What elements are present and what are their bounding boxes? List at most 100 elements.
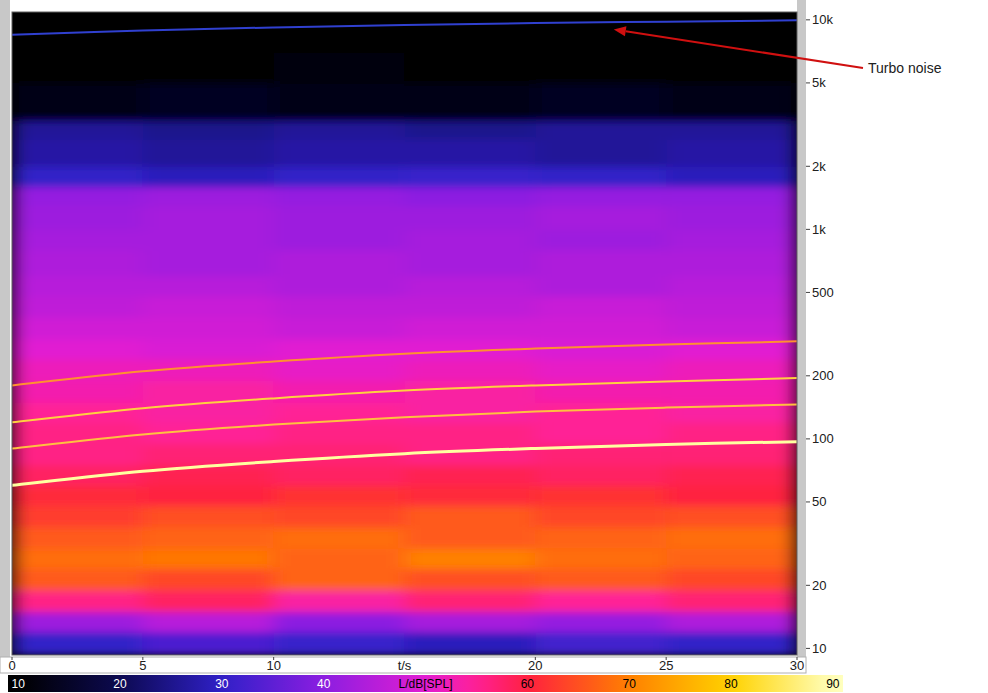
right-strip (797, 0, 806, 657)
heatmap-cell (143, 186, 274, 206)
heatmap-cell (405, 52, 536, 84)
heatmap-cell (274, 422, 405, 444)
heatmap-cell (535, 611, 666, 632)
heatmap-cell (143, 631, 274, 655)
heatmap-cell (405, 443, 536, 466)
heatmap-cells (12, 12, 797, 655)
colorbar-tick-label: 10 (12, 677, 26, 691)
heatmap-cell (405, 611, 536, 632)
heatmap-cell (12, 186, 143, 206)
heatmap-cell (666, 317, 797, 340)
heatmap-cell (666, 485, 797, 506)
colorbar-tick-label: 90 (826, 677, 840, 691)
heatmap-cell (274, 82, 405, 121)
heatmap-cell (274, 611, 405, 632)
y-tick (806, 229, 810, 230)
heatmap-cell (12, 249, 143, 276)
heatmap-cell (143, 138, 274, 166)
heatmap-cell (274, 275, 405, 296)
heatmap-cell (405, 205, 536, 230)
heatmap-cell (666, 611, 797, 632)
x-tick-label: 0 (8, 658, 15, 673)
heatmap-cell (535, 465, 666, 486)
heatmap-cell (274, 317, 405, 340)
heatmap-cell (405, 249, 536, 276)
heatmap-cell (12, 120, 143, 139)
y-tick (806, 82, 810, 83)
heatmap-cell (666, 138, 797, 166)
plot-background (12, 12, 797, 655)
heatmap-cell (12, 166, 143, 187)
heatmap-cell (666, 186, 797, 206)
heatmap-cell (143, 465, 274, 486)
y-tick (806, 501, 810, 502)
background (0, 0, 988, 693)
annotation-arrowhead (614, 26, 627, 36)
heatmap-cell (405, 317, 536, 340)
heatmap-cell (535, 296, 666, 318)
heatmap-cell (405, 422, 536, 444)
heatmap-cell (143, 120, 274, 139)
heatmap-cell (274, 359, 405, 381)
heatmap-cell (12, 338, 143, 359)
heatmap-cell (143, 338, 274, 359)
heatmap-cell (143, 589, 274, 612)
heatmap-cell (143, 52, 274, 84)
heatmap-cell (143, 12, 274, 53)
heatmap-cell (666, 249, 797, 276)
heatmap-cell (535, 338, 666, 359)
heatmap-cell (666, 443, 797, 466)
heatmap-cell (274, 205, 405, 230)
heatmap-cell (405, 120, 536, 139)
heatmap-cell (274, 249, 405, 276)
x-tick-label: 25 (659, 658, 673, 673)
colorbar-title: L/dB[SPL] (398, 677, 452, 691)
heatmap-cell (12, 138, 143, 166)
heatmap-cell (666, 52, 797, 84)
heatmap-cell (12, 526, 143, 549)
heatmap-cell (12, 485, 143, 506)
heatmap-cell (274, 526, 405, 549)
heatmap-cell (143, 548, 274, 569)
colorbar-tick-label: 60 (521, 677, 535, 691)
heatmap-cell (12, 568, 143, 590)
heatmap-cell (405, 589, 536, 612)
heatmap-cell (666, 166, 797, 187)
y-tick-label: 100 (812, 431, 834, 446)
heatmap-cell (12, 52, 143, 84)
heatmap-cell (143, 166, 274, 187)
heatmap-cell (274, 589, 405, 612)
order-line (12, 404, 797, 448)
heatmap-cell (405, 166, 536, 187)
heatmap-cell (666, 229, 797, 250)
annotation-label: Turbo noise (868, 60, 942, 76)
x-tick-label: 20 (528, 658, 542, 673)
left-strip (0, 0, 10, 657)
heatmap-cell (12, 275, 143, 296)
x-tick-label: 30 (790, 658, 804, 673)
heatmap-cell (535, 138, 666, 166)
heatmap-cell (666, 589, 797, 612)
heatmap-cell (12, 589, 143, 612)
heatmap-cell (143, 568, 274, 590)
order-line (12, 20, 797, 34)
heatmap-cell (535, 526, 666, 549)
y-tick-label: 200 (812, 368, 834, 383)
heatmap-cell (274, 120, 405, 139)
heatmap-cell (143, 611, 274, 632)
colorbar-tick-label: 40 (317, 677, 331, 691)
x-axis-title: t/s (398, 658, 412, 673)
heatmap-cell (666, 296, 797, 318)
heatmap-cell (143, 485, 274, 506)
order-line (12, 378, 797, 422)
heatmap-cell (405, 138, 536, 166)
heatmap-cell (405, 548, 536, 569)
y-tick-label: 500 (812, 285, 834, 300)
y-tick (806, 166, 810, 167)
heatmap-cell (12, 82, 143, 121)
y-tick-label: 10 (812, 641, 826, 656)
heatmap-cell (535, 120, 666, 139)
heatmap-cell (535, 631, 666, 655)
heatmap-cell (535, 548, 666, 569)
heatmap-cell (666, 568, 797, 590)
